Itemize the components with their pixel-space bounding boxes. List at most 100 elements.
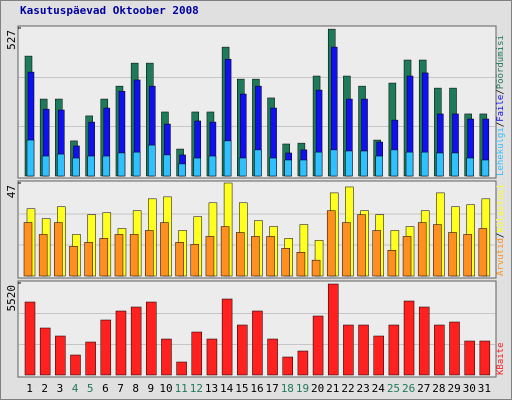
- bar: [297, 350, 309, 376]
- x-tick-label: 21: [326, 382, 339, 395]
- bar: [221, 298, 233, 376]
- bar: [449, 321, 460, 376]
- bar: [191, 331, 203, 376]
- bar: [466, 157, 474, 177]
- legend-separator: /: [496, 233, 506, 238]
- bar: [448, 232, 457, 277]
- bar: [418, 306, 430, 376]
- legend-entry: Pöördumisi: [496, 35, 506, 89]
- bar: [329, 149, 338, 177]
- bar: [146, 301, 157, 376]
- bar: [114, 234, 124, 277]
- bar: [54, 222, 63, 277]
- bar: [405, 151, 414, 177]
- bar: [311, 259, 321, 277]
- bar: [237, 324, 248, 376]
- bar: [72, 157, 80, 177]
- bar: [175, 242, 184, 277]
- x-tick-label: 10: [159, 382, 172, 395]
- legend-entry: KBaite: [496, 342, 506, 375]
- y-tick-label: 5520: [5, 285, 18, 312]
- bar: [23, 222, 33, 277]
- x-tick-label: 1: [26, 382, 33, 395]
- bar: [102, 155, 111, 177]
- legend-separator: /: [496, 122, 506, 127]
- bar: [130, 306, 142, 376]
- bar: [190, 244, 200, 277]
- x-tick-label: 24: [372, 382, 386, 395]
- bar: [463, 234, 472, 277]
- bar: [163, 154, 171, 177]
- x-tick-label: 17: [266, 382, 279, 395]
- bar: [282, 356, 293, 376]
- x-tick-label: 20: [311, 382, 324, 395]
- x-tick-label: 26: [402, 382, 415, 395]
- legend: Arvutid/Külastusi: [496, 184, 506, 276]
- bar: [345, 150, 353, 177]
- legend-separator: /: [496, 89, 506, 94]
- x-tick-label: 23: [357, 382, 370, 395]
- bar: [178, 163, 186, 177]
- x-tick-label: 16: [250, 382, 263, 395]
- bar: [481, 159, 490, 177]
- bar: [26, 139, 35, 177]
- x-tick-label: 28: [432, 382, 445, 395]
- bar: [312, 315, 324, 376]
- legend-entry: Arvutid: [496, 238, 506, 276]
- x-tick-label: 22: [341, 382, 354, 395]
- x-tick-label: 14: [220, 382, 234, 395]
- bar: [266, 236, 275, 277]
- x-tick-label: 8: [132, 382, 139, 395]
- bar: [269, 157, 277, 177]
- bar: [100, 319, 112, 376]
- bar: [267, 338, 278, 376]
- y-tick-label: 527: [5, 30, 18, 50]
- bar: [145, 230, 154, 277]
- legend-entry: Lehekülgi: [496, 127, 506, 176]
- x-tick-label: 6: [102, 382, 109, 395]
- bar: [284, 159, 292, 177]
- bar: [388, 324, 400, 376]
- x-tick-label: 4: [72, 382, 79, 395]
- bar: [236, 232, 245, 277]
- bar: [252, 310, 263, 376]
- bar: [24, 301, 36, 376]
- x-tick-label: 27: [417, 382, 430, 395]
- x-tick-label: 15: [235, 382, 248, 395]
- bar: [84, 242, 93, 277]
- x-tick-label: 11: [175, 382, 188, 395]
- bar: [360, 150, 368, 177]
- bar: [357, 214, 366, 277]
- bar: [132, 151, 141, 177]
- bar: [299, 159, 308, 177]
- bar: [223, 140, 232, 177]
- bar: [57, 153, 65, 177]
- bar: [220, 226, 230, 277]
- x-tick-label: 19: [296, 382, 309, 395]
- bar: [117, 152, 126, 177]
- bar: [148, 144, 156, 177]
- x-tick-label: 3: [57, 382, 64, 395]
- y-tick-label: 47: [5, 185, 18, 198]
- x-tick-label: 12: [190, 382, 203, 395]
- bar: [239, 157, 247, 177]
- bar: [375, 155, 383, 177]
- bar: [358, 324, 369, 376]
- bar: [451, 152, 459, 177]
- bar: [436, 152, 444, 177]
- bar: [281, 248, 290, 277]
- bar: [387, 250, 397, 277]
- bar: [296, 252, 306, 277]
- bar: [161, 338, 172, 376]
- bar: [251, 236, 260, 277]
- bar: [206, 338, 218, 376]
- bar: [373, 335, 384, 376]
- bar: [343, 324, 354, 376]
- x-tick-label: 31: [478, 382, 491, 395]
- bar: [464, 340, 475, 376]
- x-tick-label: 5: [87, 382, 94, 395]
- bar: [70, 354, 81, 376]
- bar: [479, 340, 491, 376]
